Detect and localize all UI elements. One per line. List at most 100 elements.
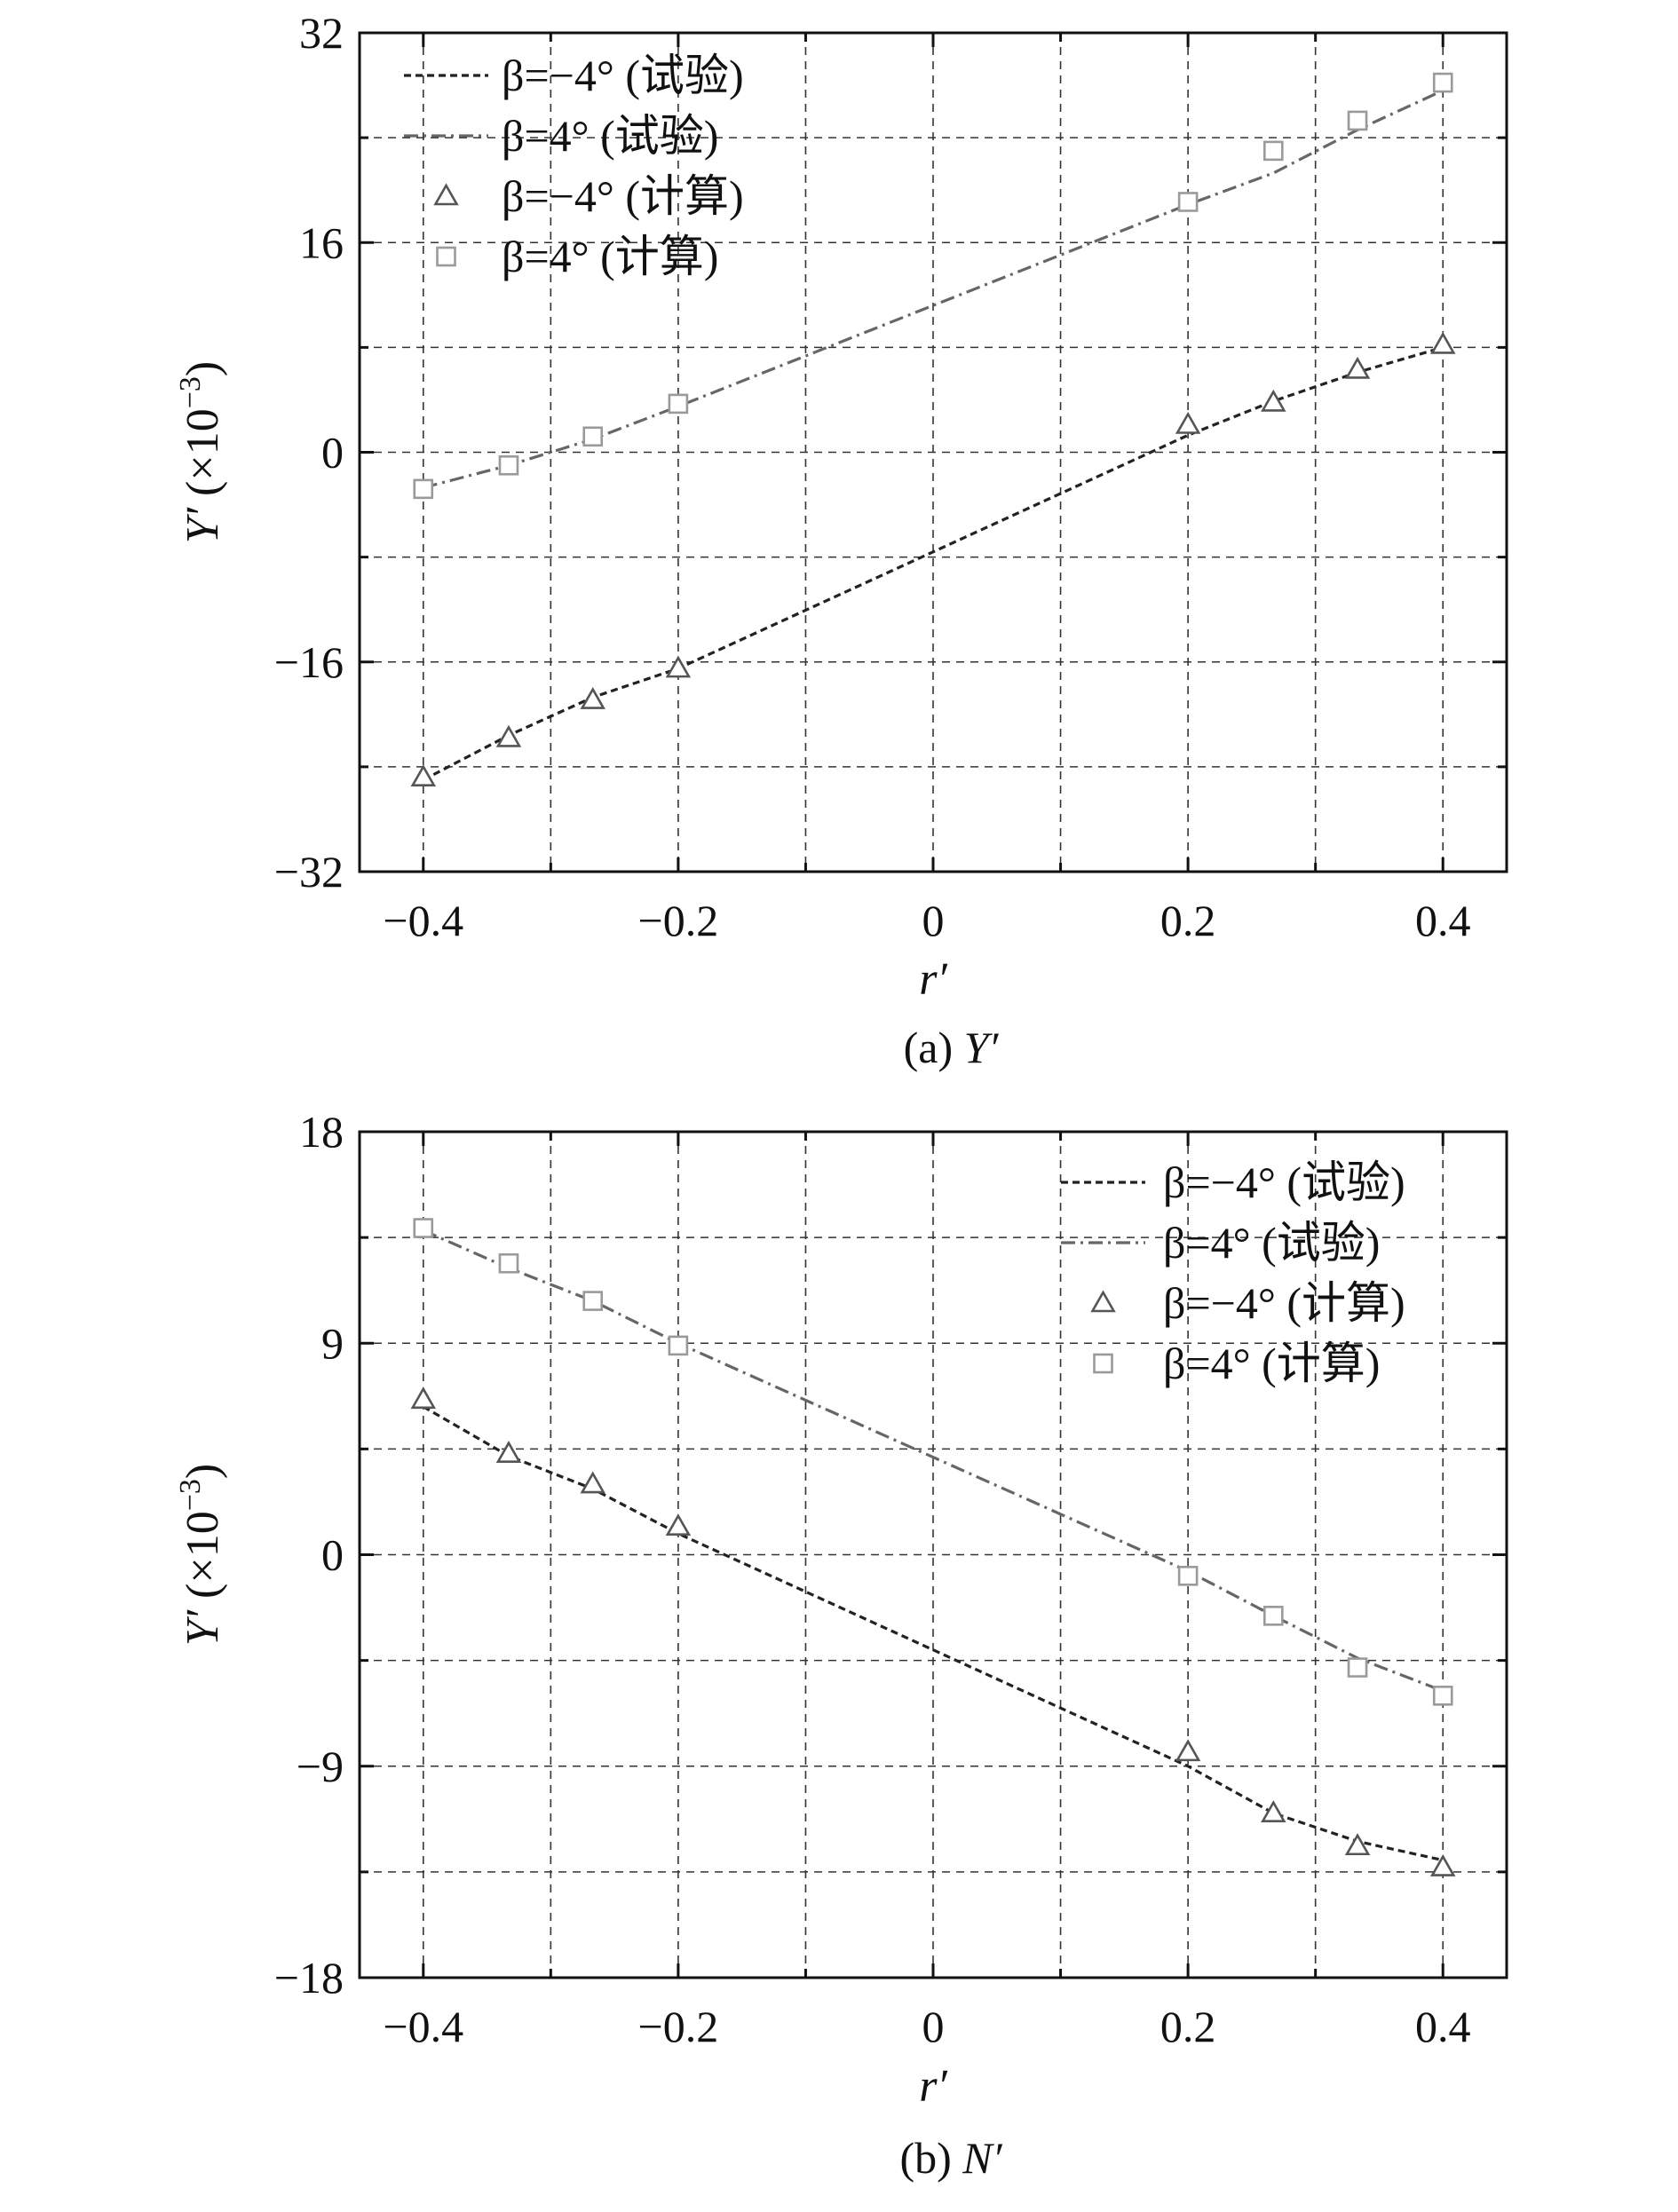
legend-label: β=4° (试验) (1163, 1218, 1380, 1268)
y-axis: −32 −16 0 16 32 (274, 8, 1507, 897)
data-point-square (1262, 1606, 1284, 1626)
data-point-square (582, 426, 604, 447)
data-point-square (1432, 1686, 1453, 1706)
series-line (423, 1228, 1444, 1693)
x-axis-label: r′ (919, 954, 948, 1005)
data-point-square (668, 393, 689, 415)
x-tick-label: 0.2 (1160, 2002, 1216, 2051)
y-axis-exponent: −3 (174, 376, 207, 408)
legend-swatch-triangle (1090, 1290, 1116, 1313)
chart-panel-b: −0.4 −0.2 0 0.2 0.4 −18 −9 0 9 18 r′ Y′ (×10−3) (b) … (174, 1107, 1508, 2183)
data-point-triangle (1429, 331, 1456, 354)
series-3 (413, 72, 1453, 500)
y-axis-unit: (×10 (178, 1511, 228, 1610)
grid-lines (360, 33, 1507, 872)
data-point-triangle (1429, 1853, 1456, 1876)
y-tick-label: 9 (321, 1318, 344, 1368)
legend-swatch-square (436, 246, 456, 267)
y-axis-unit: (×10 (178, 408, 228, 508)
data-point-triangle (665, 1513, 692, 1537)
x-axis: −0.4 −0.2 0 0.2 0.4 (383, 1132, 1470, 2051)
legend-swatch-square (1093, 1353, 1113, 1374)
legend-label: β=−4° (试验) (502, 51, 744, 100)
y-tick-label: −32 (274, 847, 344, 897)
series-3 (413, 1218, 1453, 1706)
data-point-triangle (665, 655, 692, 678)
y-tick-label: −9 (297, 1742, 344, 1791)
data-point-triangle (1344, 356, 1371, 379)
caption-prefix: (b) (899, 2133, 962, 2183)
figure-caption: (b) N′ (899, 2133, 1002, 2183)
y-axis-symbol: Y′ (178, 1608, 228, 1646)
data-point-triangle (410, 764, 437, 786)
y-tick-label: 0 (321, 428, 344, 478)
series-line (423, 345, 1444, 782)
series-0 (423, 345, 1444, 782)
y-tick-label: −18 (274, 1953, 344, 2003)
y-axis-label: Y′ (×10−3) (174, 361, 228, 543)
x-tick-label: −0.2 (638, 896, 719, 945)
data-point-square (1177, 1566, 1199, 1586)
series-2 (410, 331, 1456, 786)
data-point-triangle (580, 1471, 606, 1494)
data-point-square (582, 1291, 604, 1311)
y-tick-label: 16 (299, 217, 344, 267)
chart-panel-a: −0.4 −0.2 0 0.2 0.4 −32 −16 0 16 32 r′ Y′ (×10−3) (a… (174, 8, 1508, 1072)
y-tick-label: −16 (274, 637, 344, 687)
data-point-triangle (1175, 1739, 1201, 1762)
caption-prefix: (a) (904, 1023, 964, 1072)
y-axis-exponent: −3 (174, 1479, 207, 1511)
data-point-triangle (1261, 1800, 1286, 1822)
legend-label: β=4° (计算) (1163, 1339, 1380, 1388)
data-point-square (668, 1335, 689, 1356)
series-1 (423, 1228, 1444, 1693)
legend-label: β=−4° (计算) (502, 171, 744, 221)
x-tick-label: −0.4 (383, 896, 463, 945)
series-line (422, 1405, 1444, 1862)
y-axis-close-paren: ) (178, 361, 228, 376)
data-point-square (498, 454, 519, 476)
series-group (410, 72, 1456, 786)
y-tick-label: 32 (299, 8, 344, 58)
data-point-square (1347, 110, 1368, 131)
legend: β=−4° (试验) β=4° (试验) β=−4° (计算) β=4° (计算) (404, 51, 744, 281)
y-tick-label: 0 (321, 1530, 344, 1580)
x-tick-label: 0 (922, 896, 945, 945)
data-point-square (413, 1218, 434, 1238)
grid-lines (360, 1132, 1507, 1978)
data-point-triangle (410, 1386, 437, 1410)
series-line (423, 89, 1444, 489)
data-point-triangle (1175, 411, 1201, 434)
x-axis-label: r′ (919, 2061, 948, 2112)
caption-symbol: N′ (962, 2133, 1002, 2183)
data-point-triangle (580, 686, 606, 709)
data-point-square (413, 478, 434, 500)
figure-caption: (a) Y′ (904, 1023, 1000, 1072)
legend-label: β=4° (计算) (502, 232, 718, 281)
y-tick-label: 18 (299, 1107, 344, 1157)
y-axis-label: Y′ (×10−3) (174, 1464, 228, 1646)
legend: β=−4° (试验) β=4° (试验) β=−4° (计算) β=4° (计算) (1061, 1157, 1405, 1388)
data-point-square (498, 1252, 519, 1274)
y-axis-close-paren: ) (178, 1464, 228, 1479)
x-tick-label: −0.2 (638, 2002, 719, 2051)
series-2 (410, 1386, 1456, 1876)
series-group (410, 1218, 1456, 1876)
legend-label: β=−4° (计算) (1163, 1278, 1405, 1328)
data-point-triangle (495, 1441, 522, 1463)
y-axis-symbol: Y′ (178, 506, 228, 543)
data-point-square (1347, 1657, 1368, 1678)
x-tick-label: 0.4 (1415, 2002, 1471, 2051)
data-point-square (1262, 140, 1284, 162)
data-point-triangle (495, 724, 522, 747)
y-axis: −18 −9 0 9 18 (274, 1107, 1507, 2003)
series-0 (422, 1405, 1444, 1862)
legend-swatch-triangle (433, 183, 459, 206)
data-point-triangle (1261, 389, 1286, 412)
data-point-triangle (1344, 1833, 1371, 1856)
legend-label: β=−4° (试验) (1163, 1157, 1405, 1207)
x-tick-label: 0 (922, 2002, 945, 2051)
data-point-square (1177, 192, 1199, 212)
x-tick-label: 0.2 (1160, 896, 1216, 945)
data-point-square (1432, 72, 1453, 93)
